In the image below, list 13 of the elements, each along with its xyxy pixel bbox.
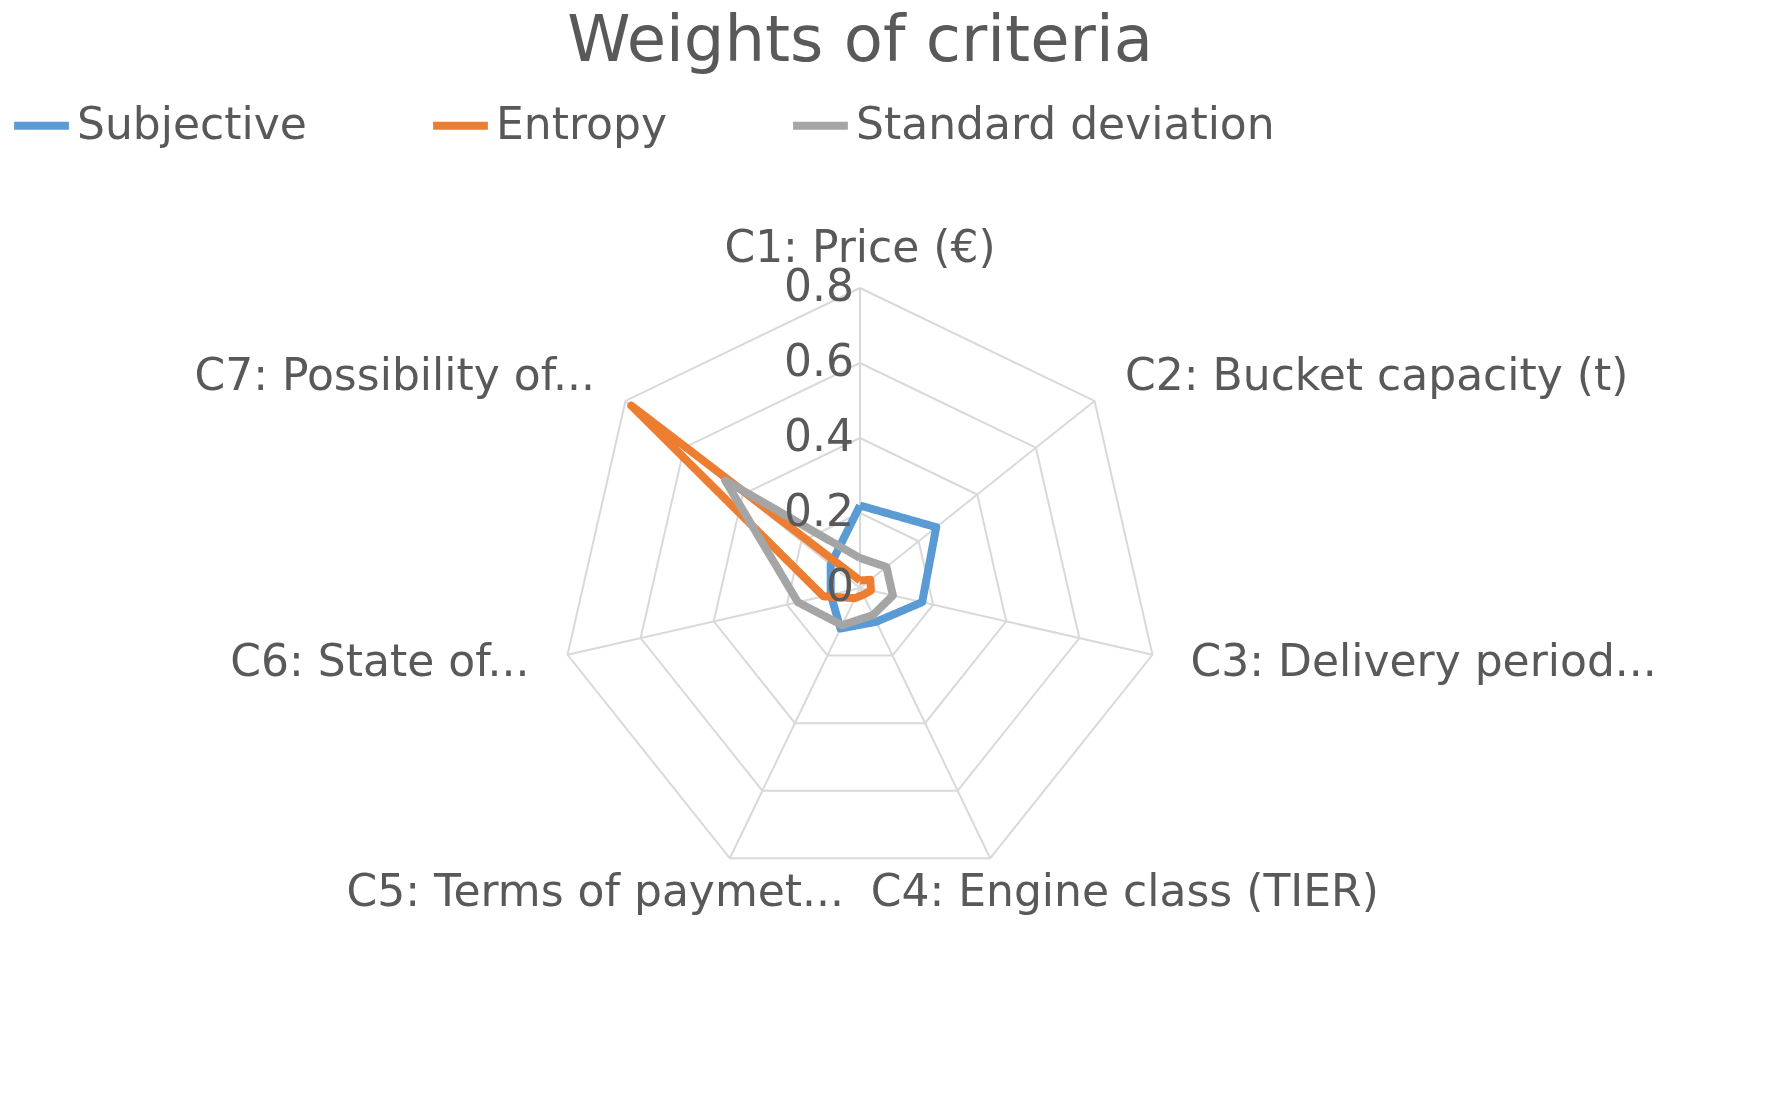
legend-label: Standard deviation xyxy=(856,97,1275,149)
spoke-label: C5: Terms of paymet... xyxy=(346,865,845,917)
y-tick-label: 0.2 xyxy=(784,485,854,536)
y-tick-label: 0.6 xyxy=(784,335,854,386)
spoke-label: C4: Engine class (TIER) xyxy=(870,865,1379,917)
spoke-label: C2: Bucket capacity (t) xyxy=(1125,348,1629,400)
y-tick-label: 0.4 xyxy=(784,410,854,461)
legend-label: Subjective xyxy=(77,97,307,149)
spoke-label: C7: Possibility of... xyxy=(194,348,595,400)
chart-title: Weights of criteria xyxy=(567,2,1153,76)
spoke-label: C3: Delivery period... xyxy=(1190,635,1657,687)
legend-label: Entropy xyxy=(496,97,667,149)
spoke-label: C6: State of... xyxy=(230,635,530,687)
